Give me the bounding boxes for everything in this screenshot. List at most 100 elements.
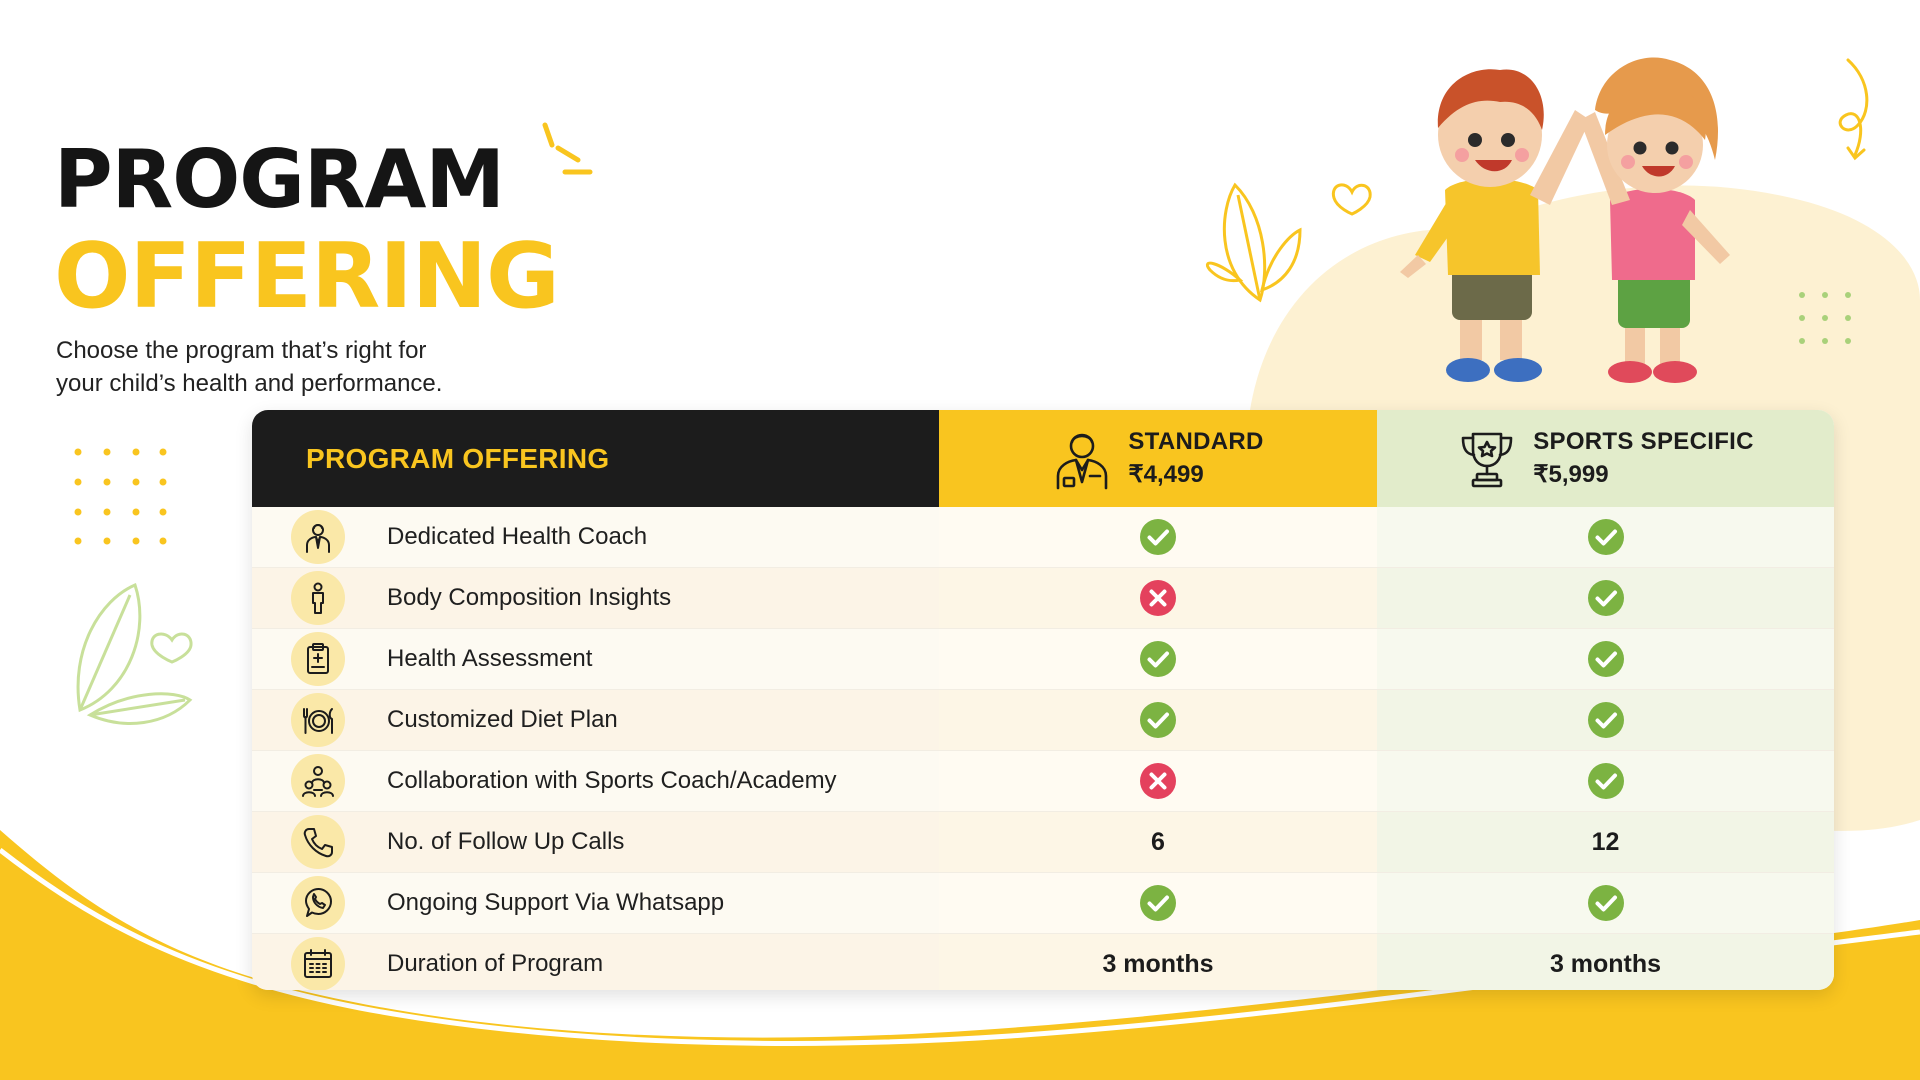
check-icon	[1587, 519, 1624, 555]
standard-cell	[939, 751, 1377, 811]
feature-label: Customized Diet Plan	[387, 706, 618, 733]
clipboard-icon	[307, 643, 329, 674]
dot-grid-right	[1799, 292, 1851, 344]
plan-price-standard: ₹4,499	[1128, 461, 1204, 488]
feature-cell: Collaboration with Sports Coach/Academy	[252, 751, 939, 811]
leaf-icon-right	[1206, 182, 1302, 303]
sparkle-icon	[542, 122, 593, 175]
sports-cell	[1377, 568, 1834, 628]
check-icon	[1587, 702, 1624, 738]
standard-value: 3 months	[1102, 949, 1214, 978]
feature-cell: Dedicated Health Coach	[252, 507, 939, 567]
sports-cell	[1377, 629, 1834, 689]
team-icon	[302, 766, 334, 797]
coach-person-icon	[1057, 433, 1108, 489]
girl-figure	[1580, 57, 1730, 383]
feature-cell: Ongoing Support Via Whatsapp	[252, 873, 939, 933]
yellow-wave	[0, 830, 1920, 1080]
feature-header-label: PROGRAM OFFERING	[306, 442, 610, 474]
check-icon	[1587, 885, 1624, 921]
sports-cell: 3 months	[1377, 934, 1834, 990]
table-row: Ongoing Support Via Whatsapp	[252, 873, 1834, 934]
check-icon	[1140, 702, 1176, 738]
dot-grid-left	[74, 448, 167, 545]
feature-icon-badge	[291, 754, 345, 808]
leaf-icon-left	[76, 582, 193, 725]
heart-icon-right	[1331, 183, 1372, 216]
trophy-icon	[1461, 432, 1513, 487]
sports-cell	[1377, 507, 1834, 567]
feature-label: Ongoing Support Via Whatsapp	[387, 889, 725, 916]
feature-cell: No. of Follow Up Calls	[252, 812, 939, 872]
check-icon	[1140, 641, 1176, 677]
feature-label: Collaboration with Sports Coach/Academy	[387, 767, 837, 794]
feature-label: Health Assessment	[387, 645, 593, 672]
table-row: Duration of Program 3 months 3 months	[252, 934, 1834, 990]
feature-icon-badge	[291, 510, 345, 564]
heart-icon-left	[150, 632, 193, 664]
feature-cell: Body Composition Insights	[252, 568, 939, 628]
page-title-line1: PROGRAM	[54, 133, 505, 226]
feature-column-header: PROGRAM OFFERING	[252, 410, 939, 507]
standard-cell	[939, 873, 1377, 933]
standard-cell	[939, 507, 1377, 567]
table-row: Customized Diet Plan	[252, 690, 1834, 751]
standard-cell: 6	[939, 812, 1377, 872]
feature-label: Duration of Program	[387, 950, 604, 977]
calendar-icon	[304, 949, 332, 978]
body-icon	[312, 582, 324, 614]
sports-cell	[1377, 690, 1834, 750]
plan-name-sports: SPORTS SPECIFIC	[1533, 428, 1754, 455]
plan-name-standard: STANDARD	[1128, 428, 1264, 455]
table-row: Health Assessment	[252, 629, 1834, 690]
sports-value: 12	[1591, 827, 1620, 856]
feature-icon-badge	[291, 632, 345, 686]
feature-label: Dedicated Health Coach	[387, 523, 648, 550]
check-icon	[1140, 519, 1176, 555]
standard-cell: 3 months	[939, 934, 1377, 990]
feature-label: No. of Follow Up Calls	[387, 828, 625, 855]
check-icon	[1587, 763, 1624, 799]
check-icon	[1587, 580, 1624, 616]
subtitle-line1: Choose the program that’s right for	[56, 337, 427, 364]
standard-cell	[939, 568, 1377, 628]
subtitle-line2: your child’s health and performance.	[56, 370, 443, 397]
phone-icon	[303, 828, 333, 858]
table-row: Body Composition Insights	[252, 568, 1834, 629]
feature-icon-badge	[291, 937, 345, 990]
table-row: Dedicated Health Coach	[252, 507, 1834, 568]
feature-icon-badge	[291, 815, 345, 869]
kids-high-five-illustration	[1400, 57, 1730, 383]
whatsapp-icon	[305, 888, 332, 917]
check-icon	[1587, 641, 1624, 677]
program-comparison-table: PROGRAM OFFERING STANDARD ₹4,499	[252, 410, 1834, 990]
curly-arrow-icon	[1838, 58, 1869, 157]
sports-cell	[1377, 873, 1834, 933]
standard-cell	[939, 690, 1377, 750]
sports-value: 3 months	[1549, 949, 1662, 978]
plate-icon	[303, 708, 333, 734]
sports-cell: 12	[1377, 812, 1834, 872]
feature-cell: Health Assessment	[252, 629, 939, 689]
plan-header-standard: STANDARD ₹4,499	[939, 410, 1377, 507]
table-row: No. of Follow Up Calls 6 12	[252, 812, 1834, 873]
table-body: Dedicated Health Coach Body Composition I…	[252, 507, 1834, 990]
feature-icon-badge	[291, 693, 345, 747]
feature-icon-badge	[291, 876, 345, 930]
feature-icon-badge	[291, 571, 345, 625]
plan-header-sports: SPORTS SPECIFIC ₹5,999	[1377, 410, 1834, 507]
page-subtitle: Choose the program that’s right for your…	[56, 334, 516, 400]
table-row: Collaboration with Sports Coach/Academy	[252, 751, 1834, 812]
sports-cell	[1377, 751, 1834, 811]
feature-cell: Duration of Program	[252, 934, 939, 990]
plan-price-sports: ₹5,999	[1533, 461, 1609, 488]
feature-cell: Customized Diet Plan	[252, 690, 939, 750]
table-header: PROGRAM OFFERING STANDARD ₹4,499	[252, 410, 1834, 507]
feature-label: Body Composition Insights	[387, 584, 672, 611]
coach-icon	[306, 524, 330, 553]
cross-icon	[1140, 763, 1176, 799]
boy-figure	[1400, 69, 1590, 382]
cross-icon	[1140, 580, 1176, 616]
check-icon	[1140, 885, 1176, 921]
standard-value: 6	[1151, 827, 1165, 856]
